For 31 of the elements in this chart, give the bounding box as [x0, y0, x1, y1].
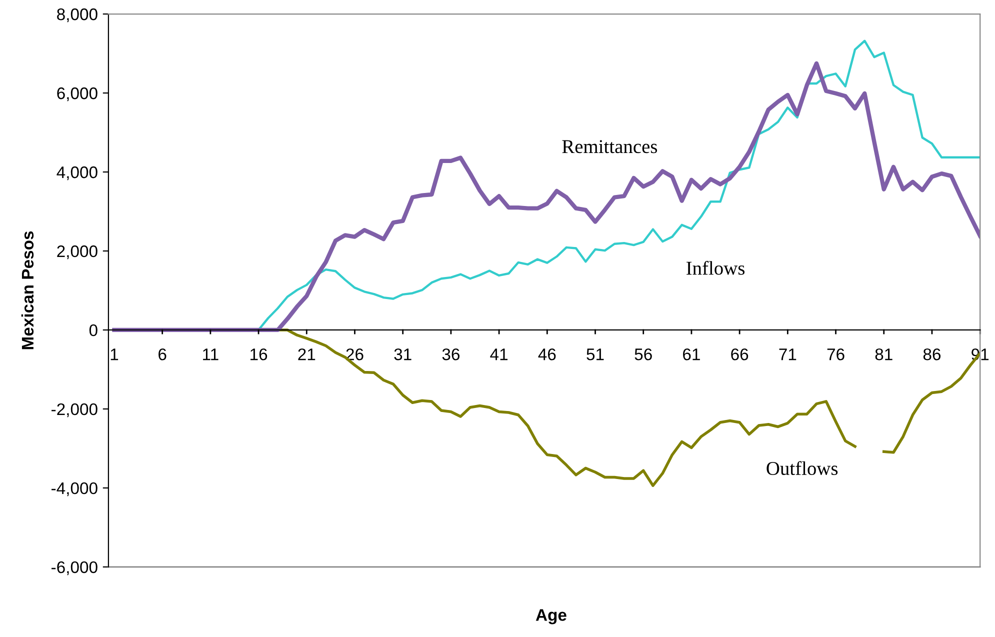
- series-label: Outflows: [766, 461, 838, 476]
- x-tick-label: 1: [110, 348, 118, 360]
- x-tick-label: 36: [442, 348, 460, 360]
- series-label: Remittances: [562, 140, 658, 154]
- y-tick-label: -6,000: [52, 561, 98, 576]
- x-tick-label: 21: [298, 348, 316, 360]
- x-tick-label: 6: [158, 348, 166, 360]
- y-tick-label: -4,000: [52, 482, 98, 496]
- x-tick-label: 11: [203, 348, 218, 360]
- y-tick-label: -2,000: [52, 403, 98, 418]
- y-tick-label: 4,000: [56, 166, 98, 180]
- x-tick-label: 41: [490, 348, 508, 360]
- x-axis-title: Age: [536, 609, 566, 624]
- x-tick-label: 71: [779, 348, 796, 360]
- line-series: [112, 61, 980, 332]
- x-tick-label: 16: [250, 348, 268, 360]
- x-tick-label: 56: [634, 348, 652, 360]
- x-tick-label: 61: [683, 348, 700, 360]
- x-tick-label: 31: [394, 348, 412, 360]
- x-tick-label: 76: [827, 348, 844, 360]
- y-tick-label: 2,000: [57, 245, 98, 260]
- x-tick-label: 46: [538, 348, 556, 360]
- x-tick-label: 51: [586, 348, 604, 360]
- y-tick-label: 0: [89, 324, 98, 336]
- y-axis-title: Mexican Pesos: [21, 231, 34, 350]
- x-tick-label: 66: [731, 348, 748, 360]
- series-label: Inflows: [686, 260, 745, 275]
- x-tick-label: 86: [923, 348, 941, 360]
- y-tick-label: 6,000: [57, 87, 98, 102]
- x-tick-label: 81: [875, 348, 892, 360]
- y-tick-label: 8,000: [57, 8, 98, 22]
